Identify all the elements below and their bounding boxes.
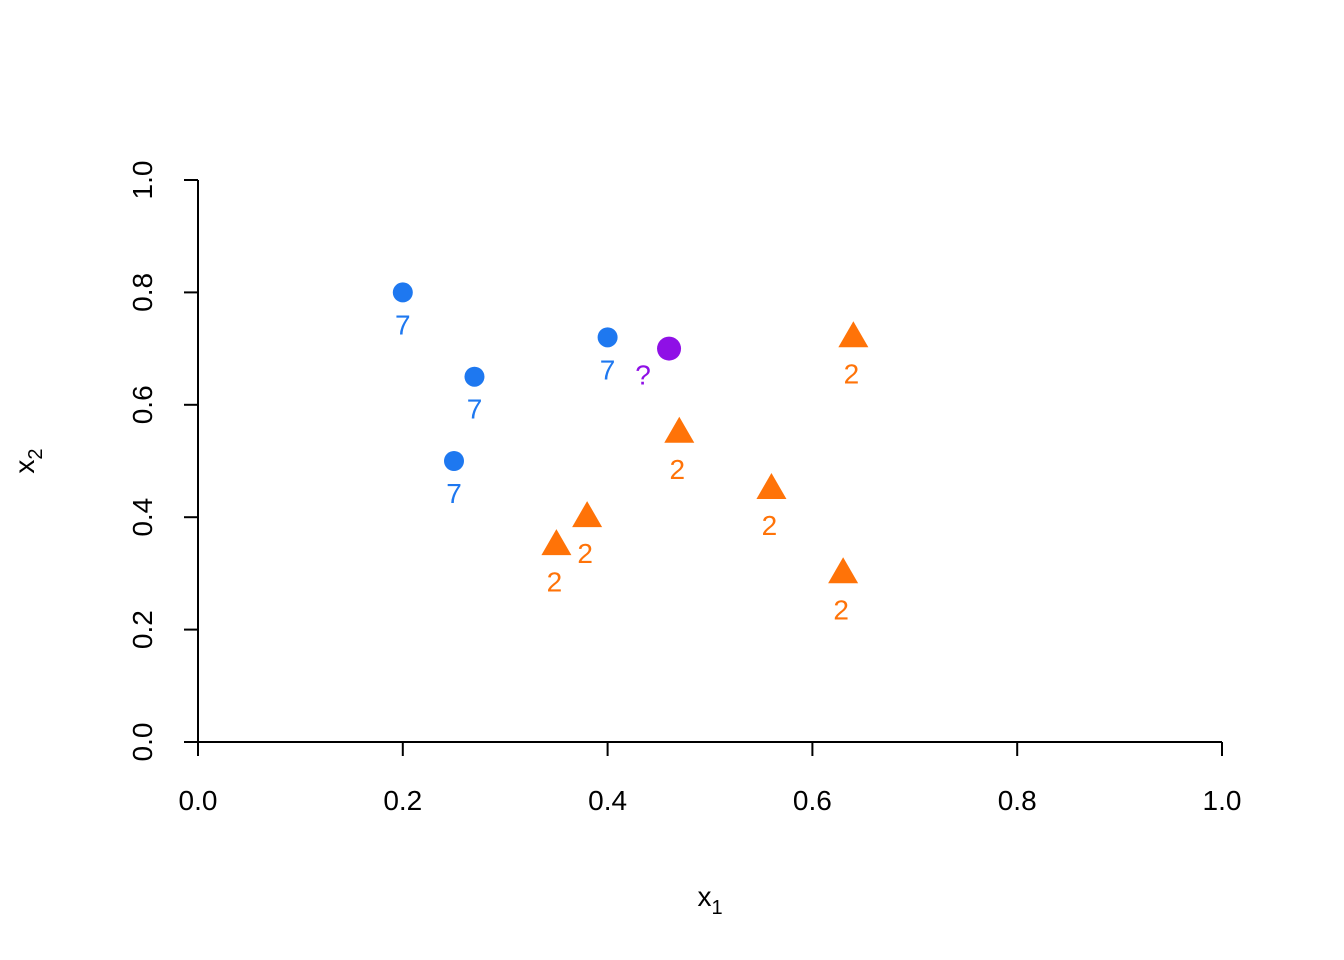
x-tick-label: 0.0 <box>179 785 218 816</box>
y-axis-label: x2 <box>9 448 47 473</box>
x-tick-label: 1.0 <box>1203 785 1242 816</box>
triangle-point <box>664 416 695 443</box>
point-label: 2 <box>669 454 685 485</box>
point-label: 7 <box>446 478 462 509</box>
y-tick-label: 1.0 <box>127 161 158 200</box>
triangle-point <box>541 529 572 556</box>
circle-point <box>392 282 413 303</box>
point-label: 2 <box>577 538 593 569</box>
circle-point <box>597 327 618 348</box>
circle-point <box>464 366 485 387</box>
y-tick-label: 0.6 <box>127 385 158 424</box>
axes: x1 x2 0.0 0.2 0.4 0.6 0.8 1.0 0.0 0.2 0.4 0.6 0.8 1… <box>9 161 1241 919</box>
query-point <box>657 336 682 361</box>
triangle-point <box>838 321 869 348</box>
y-tick-label: 0.2 <box>127 610 158 649</box>
point-label: 7 <box>600 354 616 385</box>
y-tick-label: 0.0 <box>127 723 158 762</box>
triangle-point <box>756 472 787 499</box>
x-tick-label: 0.4 <box>588 785 627 816</box>
point-label: 2 <box>547 566 563 597</box>
point-label: 2 <box>844 358 860 389</box>
x-tick-label: 0.2 <box>383 785 422 816</box>
point-label: 7 <box>395 309 411 340</box>
point-label: 2 <box>833 594 849 625</box>
circle-point <box>444 451 464 471</box>
point-label: ? <box>635 360 651 391</box>
y-tick-label: 0.8 <box>127 273 158 312</box>
x-tick-label: 0.6 <box>793 785 832 816</box>
triangle-point <box>572 501 603 528</box>
point-label: 7 <box>467 394 483 425</box>
x-axis-label: x1 <box>697 881 722 919</box>
triangle-point <box>828 557 859 584</box>
x-tick-label: 0.8 <box>998 785 1037 816</box>
y-tick-label: 0.4 <box>127 498 158 537</box>
point-label: 2 <box>762 510 778 541</box>
